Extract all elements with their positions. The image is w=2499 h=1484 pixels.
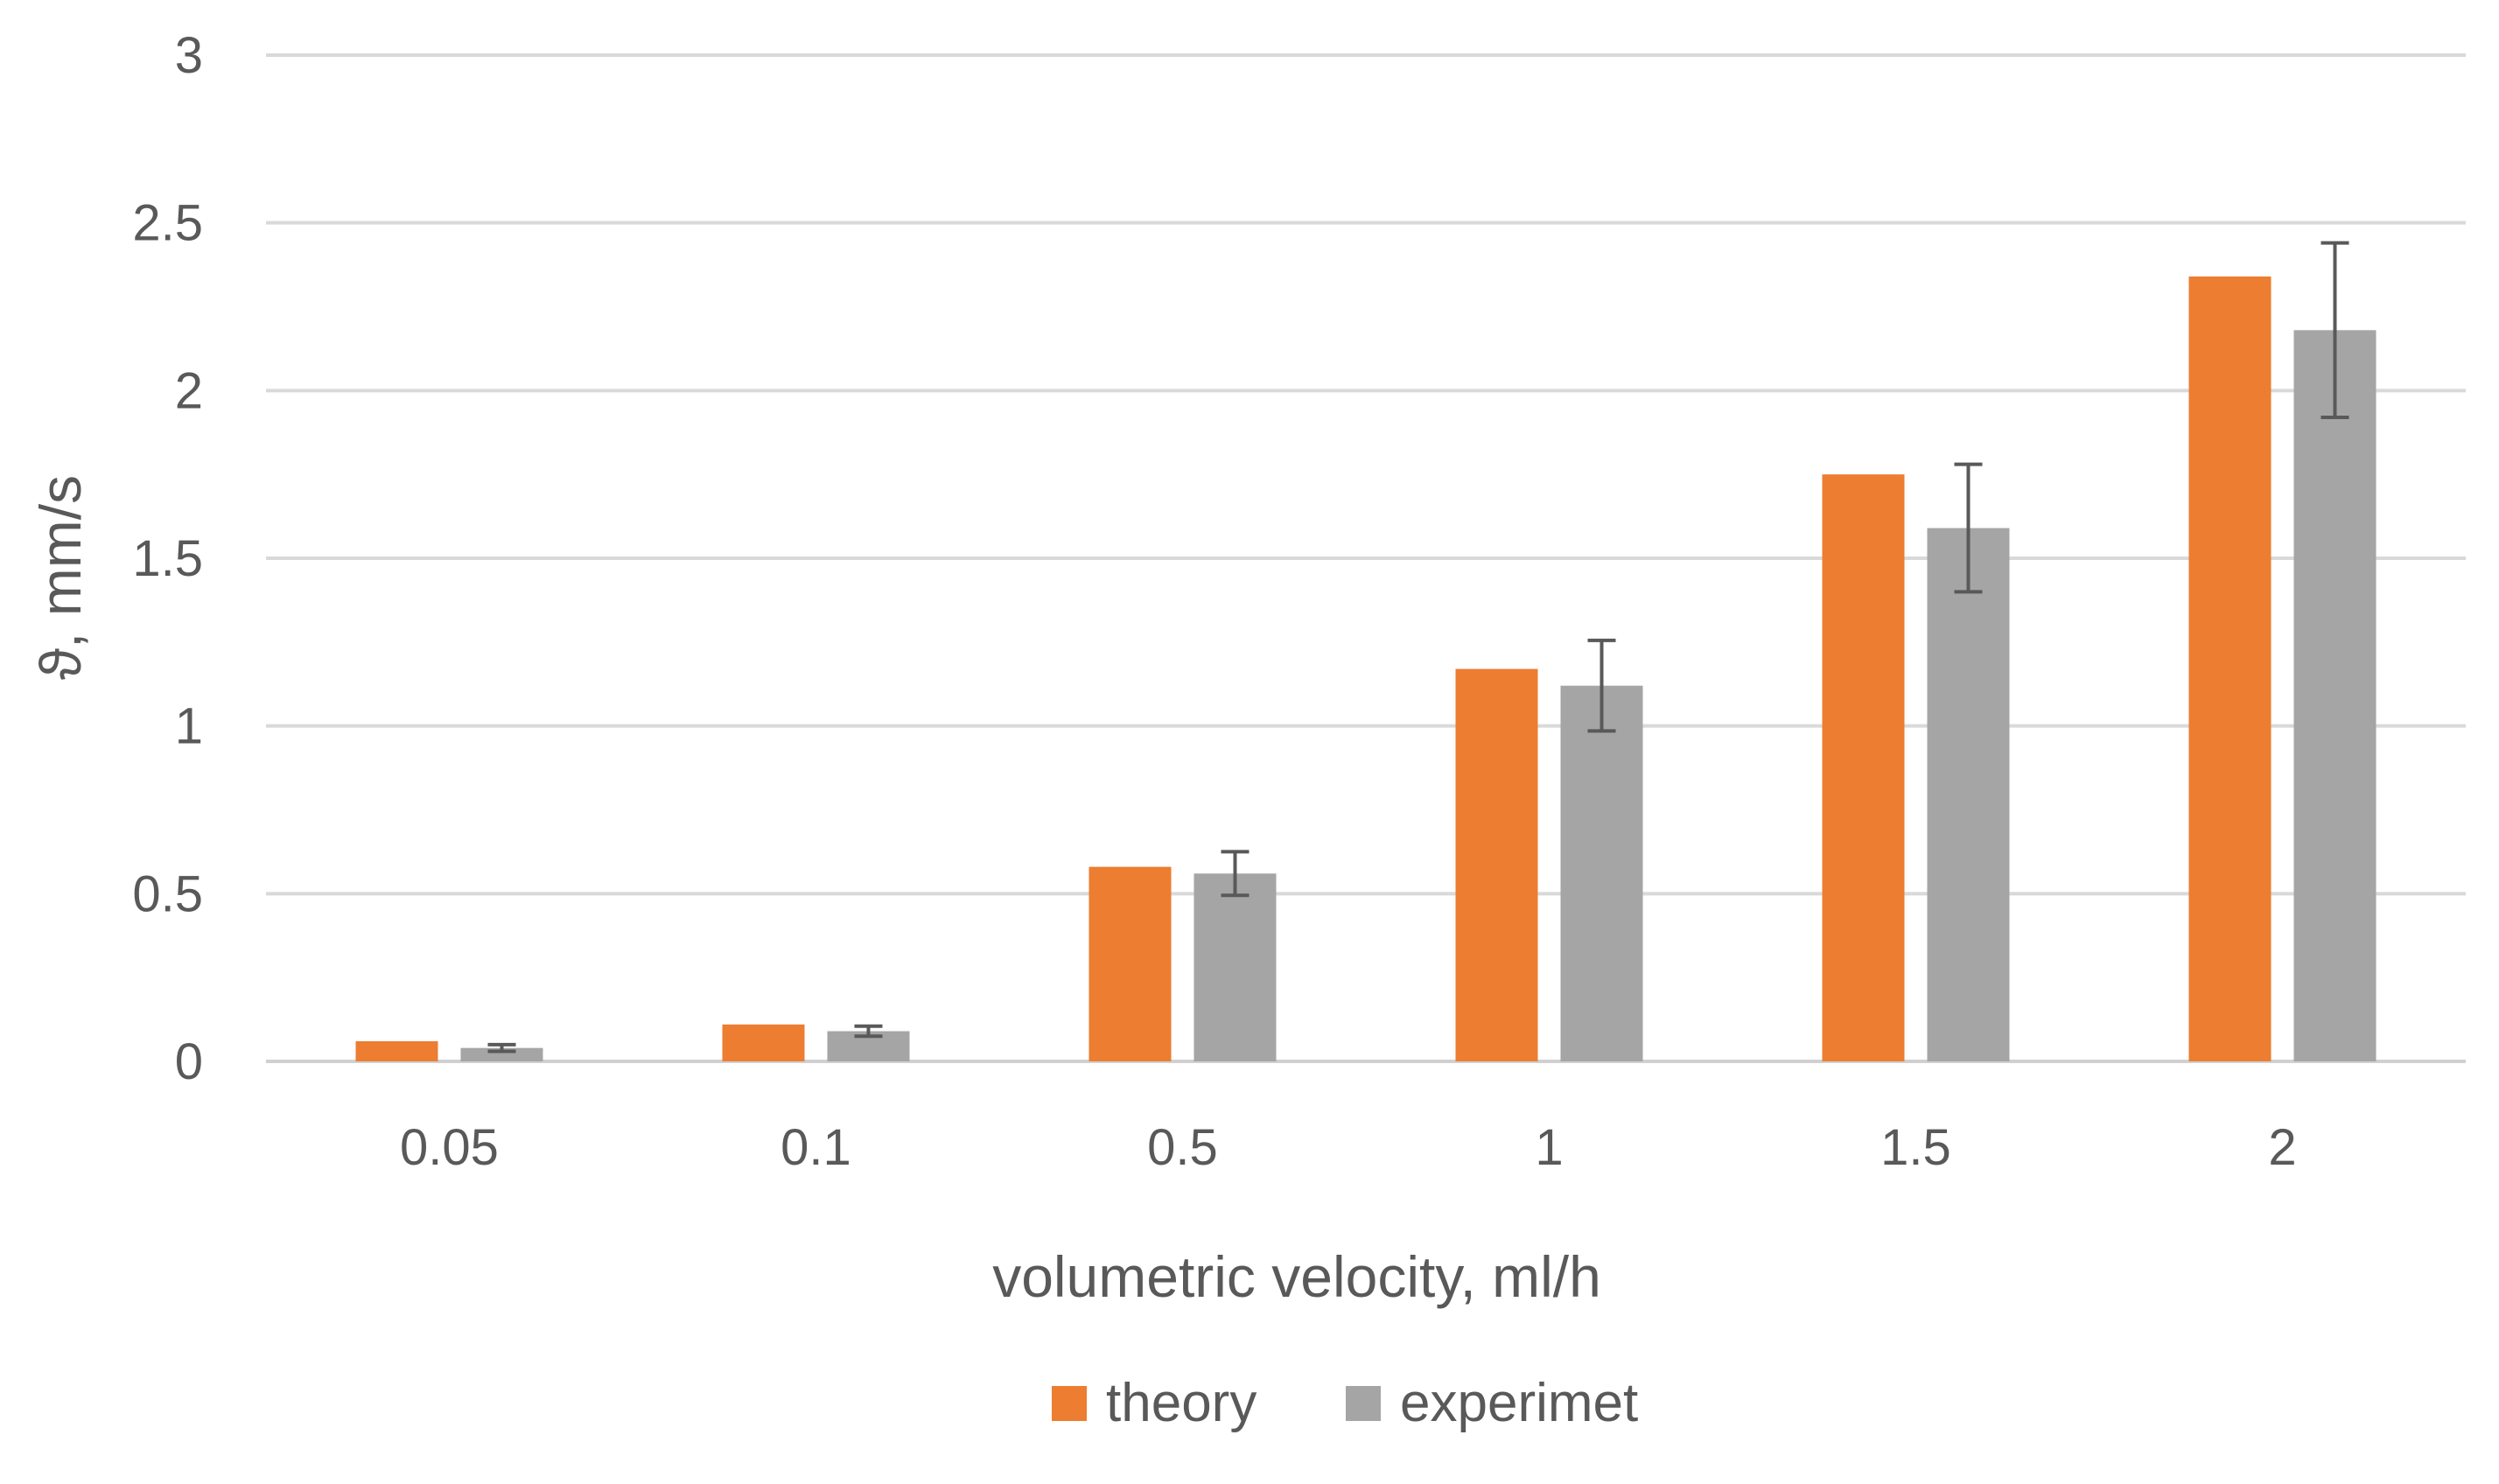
x-tick-label: 2: [2268, 1119, 2296, 1176]
bar-theory: [355, 1041, 438, 1061]
x-axis-title: volumetric velocity, ml/h: [992, 1244, 1601, 1309]
legend: theory experimet: [1052, 1373, 1638, 1433]
error-bar: [487, 1042, 516, 1054]
y-tick-label: 1: [175, 698, 203, 755]
legend-item-experimet: experimet: [1346, 1373, 1638, 1433]
x-tick-label: 0.5: [1147, 1119, 1218, 1176]
bar-theory: [1822, 474, 1905, 1061]
bar-experimet: [1194, 873, 1277, 1061]
bar-experimet: [1927, 528, 2010, 1061]
gridlines: [266, 53, 2466, 1063]
error-bar: [1954, 462, 1983, 594]
y-axis-ticks: 0 0.5 1 1.5 2 2.5 3: [132, 27, 203, 1090]
error-bar: [2320, 241, 2349, 419]
y-tick-label: 3: [175, 27, 203, 84]
error-bars: [487, 241, 2349, 1054]
error-bar: [1587, 638, 1616, 733]
y-tick-label: 2.5: [132, 195, 203, 252]
x-tick-label: 1: [1535, 1119, 1563, 1176]
bar-theory: [722, 1024, 805, 1061]
bar-theory: [1088, 866, 1172, 1061]
legend-swatch: [1052, 1386, 1087, 1421]
bar-theory: [2188, 276, 2272, 1061]
x-tick-label: 0.1: [780, 1119, 851, 1176]
legend-swatch: [1346, 1386, 1381, 1421]
error-bar: [1221, 850, 1250, 898]
x-axis-ticks: 0.05 0.1 0.5 1 1.5 2: [400, 1119, 2297, 1176]
bar-experimet: [1560, 685, 1643, 1061]
bar-theory: [1455, 668, 1538, 1061]
bar-experimet: [2293, 330, 2376, 1061]
x-tick-label: 1.5: [1880, 1119, 1951, 1176]
legend-label: theory: [1106, 1373, 1256, 1433]
legend-label: experimet: [1400, 1373, 1638, 1433]
x-tick-label: 0.05: [400, 1119, 499, 1176]
legend-item-theory: theory: [1052, 1373, 1256, 1433]
y-tick-label: 1.5: [132, 530, 203, 587]
y-tick-label: 0: [175, 1033, 203, 1090]
y-tick-label: 2: [175, 362, 203, 419]
bar-experimet: [460, 1047, 543, 1061]
y-axis-title: ϑ, mm/s: [28, 475, 93, 680]
y-tick-label: 0.5: [132, 865, 203, 922]
bars: [355, 276, 2376, 1061]
error-bar: [854, 1024, 883, 1039]
